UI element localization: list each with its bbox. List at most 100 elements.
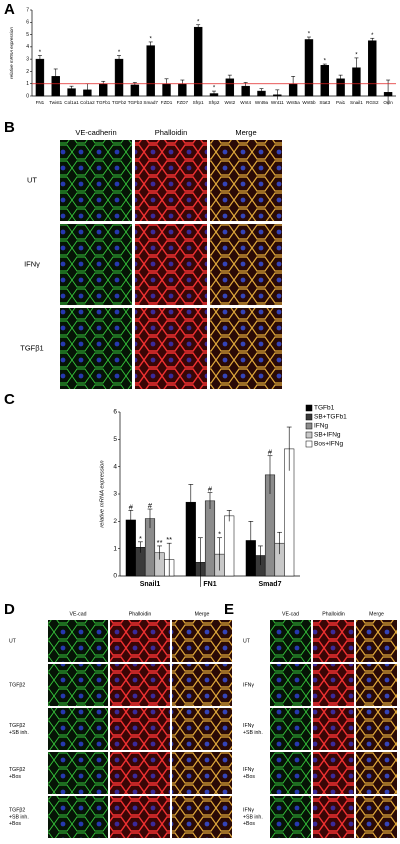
x-tick-label: Snail1: [140, 581, 161, 588]
micrograph: [60, 224, 132, 305]
x-tick-label: Wnt5b: [302, 100, 316, 105]
row-label: +SB inh.: [9, 730, 29, 736]
x-tick-label: FZD7: [177, 100, 189, 105]
micrograph: [270, 664, 311, 706]
micrograph: [356, 664, 397, 706]
y-tick-label: 1: [26, 81, 29, 87]
x-tick-label: Wnt5a: [286, 100, 300, 105]
row-label: UT: [243, 638, 251, 644]
x-tick-label: Smad7: [143, 100, 158, 105]
significance-mark: *: [197, 19, 200, 25]
micrograph: [48, 796, 108, 838]
column-header: Phalloidin: [155, 128, 188, 137]
row-label: IFNγ: [243, 682, 254, 688]
x-tick-label: FN1: [203, 581, 216, 588]
x-tick-label: TGFb1: [96, 100, 111, 105]
significance-mark: *: [355, 52, 358, 58]
significance-mark: *: [39, 50, 42, 56]
significance-mark: *: [324, 59, 327, 65]
legend-label: IFNg: [314, 423, 328, 430]
y-axis-label: relative mRNA expression: [9, 27, 14, 79]
row-label: +Bos: [243, 774, 255, 780]
row-label: IFNγ: [243, 808, 254, 814]
bar: [204, 500, 216, 577]
legend-swatch: [305, 422, 313, 430]
micrograph: [356, 708, 397, 750]
bar: [35, 58, 45, 97]
significance-mark: *: [213, 86, 216, 92]
micrograph: [270, 620, 311, 662]
micrograph: [313, 796, 354, 838]
micrograph: [172, 664, 232, 706]
micrograph: [60, 140, 132, 221]
row-label: TGFβ2: [9, 682, 25, 688]
bar: [193, 26, 203, 97]
row-label: TGFβ2: [9, 808, 25, 814]
x-tick-label: Wnt4: [240, 100, 251, 105]
column-header: Phalloidin: [322, 611, 345, 617]
panel-label: E: [224, 601, 234, 618]
micrograph: [270, 752, 311, 794]
x-tick-label: Smad7: [259, 581, 282, 588]
bar: [368, 40, 377, 97]
x-tick-label: TGFb3: [128, 100, 143, 105]
significance-mark: **: [157, 538, 163, 547]
significance-mark: #: [268, 448, 273, 457]
x-tick-label: Wnt11: [271, 100, 284, 105]
x-tick-label: Sfrp1: [193, 100, 204, 105]
x-tick-label: Snail1: [350, 100, 363, 105]
bar: [114, 58, 124, 97]
bar: [146, 45, 155, 97]
legend-swatch: [305, 413, 313, 421]
x-tick-label: Col1a1: [64, 100, 79, 105]
micrograph: [313, 664, 354, 706]
micrograph: [172, 796, 232, 838]
x-tick-label: Stat3: [319, 100, 330, 105]
y-tick-label: 6: [26, 20, 29, 26]
legend-swatch: [305, 440, 313, 448]
y-tick-label: 0: [26, 93, 29, 99]
row-label: TGFβ1: [20, 343, 43, 352]
x-tick-label: Pai1: [336, 100, 346, 105]
micrograph: [48, 620, 108, 662]
micrograph: [48, 752, 108, 794]
micrograph: [110, 664, 170, 706]
column-header: Phalloidin: [129, 611, 152, 617]
micrograph: [210, 308, 282, 389]
legend-label: SB+TGFb1: [314, 414, 347, 421]
legend-label: TGFb1: [314, 405, 335, 412]
bar: [224, 515, 235, 577]
micrograph: [356, 620, 397, 662]
y-tick-label: 2: [26, 69, 29, 75]
y-tick-label: 3: [26, 56, 29, 62]
micrograph: [356, 796, 397, 838]
significance-mark: #: [148, 501, 153, 510]
x-tick-label: Sfrp2: [209, 100, 220, 105]
panel-label: D: [4, 601, 15, 618]
significance-mark: *: [150, 37, 153, 43]
significance-mark: *: [308, 32, 311, 38]
y-axis-label: relative mRNA expression: [100, 460, 106, 527]
micrograph: [313, 620, 354, 662]
micrograph: [210, 224, 282, 305]
row-label: +SB inh.: [9, 814, 29, 820]
micrograph: [172, 620, 232, 662]
y-tick-label: 0: [113, 573, 117, 580]
micrograph: [172, 708, 232, 750]
row-label: +SB inh.: [243, 730, 263, 736]
significance-mark: *: [139, 534, 142, 543]
x-tick-label: RGS2: [366, 100, 379, 105]
row-label: IFNγ: [243, 723, 254, 729]
row-label: +SB inh.: [243, 814, 263, 820]
row-label: +Bos: [9, 774, 21, 780]
x-tick-label: Col1a2: [80, 100, 95, 105]
micrograph: [356, 752, 397, 794]
bar: [304, 39, 314, 97]
micrograph: [313, 752, 354, 794]
y-tick-label: 4: [113, 463, 117, 470]
significance-mark: **: [166, 535, 172, 544]
column-header: Merge: [195, 611, 210, 617]
micrograph: [110, 752, 170, 794]
significance-mark: *: [218, 530, 221, 539]
